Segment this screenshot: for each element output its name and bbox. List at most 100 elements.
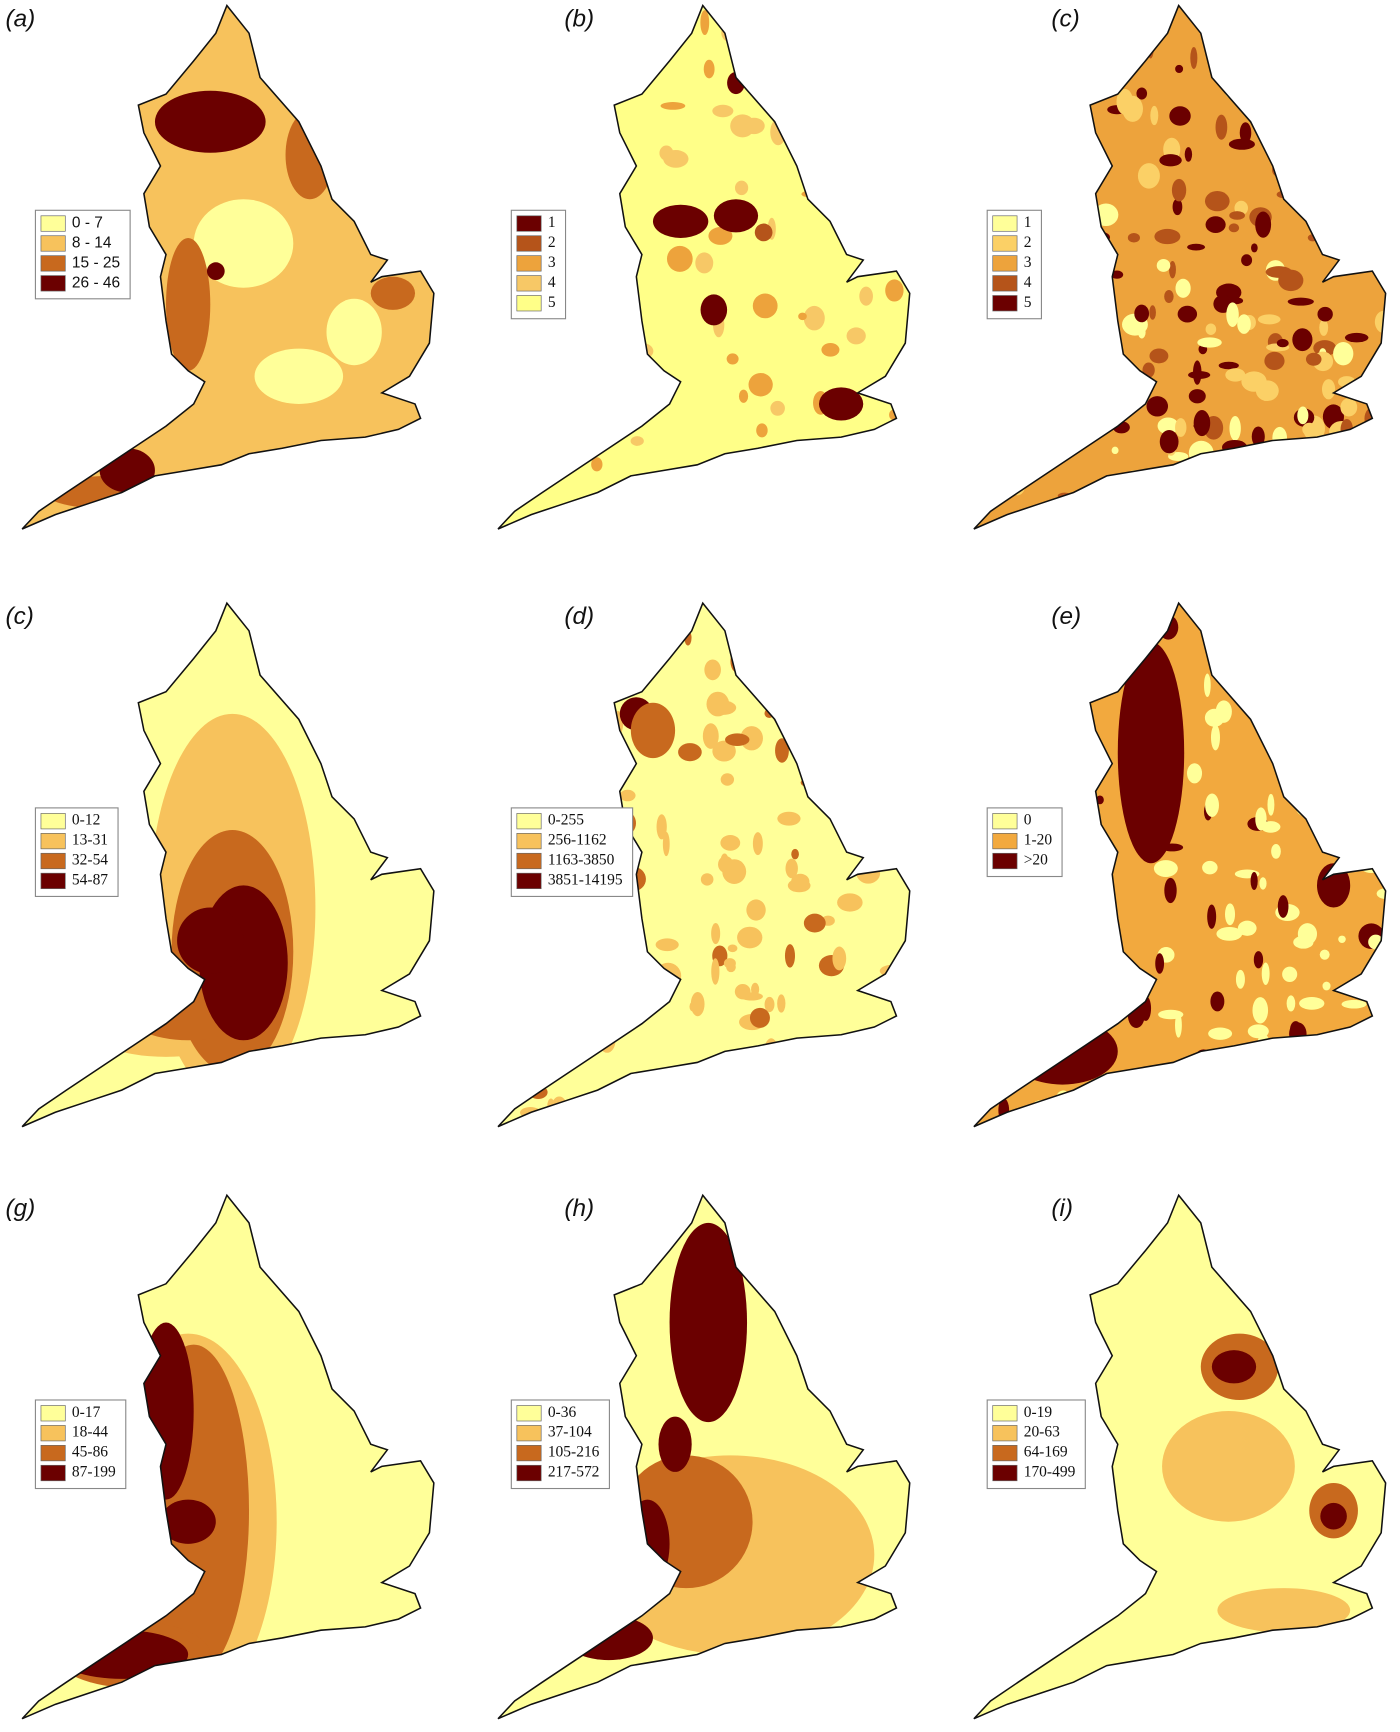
region	[1319, 949, 1330, 960]
region	[894, 1055, 910, 1075]
region	[713, 199, 759, 233]
region	[1062, 762, 1083, 788]
region	[538, 678, 549, 689]
legend-label: 2	[548, 234, 556, 251]
region	[1235, 969, 1245, 989]
region	[1360, 420, 1386, 445]
region	[752, 684, 774, 693]
region	[1373, 636, 1386, 660]
region	[720, 834, 741, 851]
region	[991, 966, 1000, 980]
region	[897, 510, 910, 530]
legend-swatch	[40, 1445, 66, 1462]
region	[1210, 1097, 1223, 1123]
region	[1237, 314, 1251, 334]
region	[1340, 852, 1352, 864]
legend-swatch	[40, 275, 66, 292]
region	[1216, 926, 1243, 941]
region	[1364, 39, 1375, 48]
region	[1312, 22, 1324, 33]
region	[1039, 768, 1054, 782]
region	[622, 658, 631, 665]
region	[630, 436, 644, 446]
map-panel: (c) 0-12 13-31 32-54 54-87	[6, 602, 435, 1128]
region	[700, 873, 714, 886]
region	[1365, 154, 1373, 176]
region	[1342, 151, 1356, 178]
region	[574, 1042, 590, 1063]
region	[1187, 1078, 1213, 1105]
region	[1025, 168, 1033, 180]
region	[905, 967, 910, 986]
region	[1134, 304, 1150, 323]
legend-swatch	[992, 295, 1018, 312]
region	[1000, 926, 1019, 945]
legend-swatch	[516, 255, 542, 272]
region	[887, 614, 910, 623]
region	[973, 622, 987, 649]
region	[1244, 495, 1253, 506]
region	[504, 636, 525, 652]
region	[1076, 262, 1094, 272]
region	[1322, 981, 1331, 991]
region	[720, 773, 735, 786]
region	[1072, 343, 1082, 365]
region	[1329, 9, 1352, 30]
region	[770, 400, 785, 416]
region	[1319, 749, 1336, 775]
region	[1212, 37, 1239, 60]
region	[803, 913, 826, 933]
legend-label: 0	[1024, 812, 1032, 829]
region	[1267, 793, 1275, 816]
region	[824, 1060, 840, 1076]
region	[1317, 53, 1329, 74]
region	[1210, 991, 1225, 1012]
region	[1302, 105, 1321, 122]
region	[1286, 995, 1296, 1012]
region	[1320, 1502, 1347, 1530]
region	[1328, 497, 1341, 509]
region	[810, 1078, 830, 1105]
region	[775, 738, 789, 763]
region	[1215, 700, 1232, 723]
legend-swatch	[40, 833, 66, 850]
region	[880, 603, 888, 615]
region	[1094, 935, 1106, 950]
region	[1018, 747, 1033, 767]
region	[1005, 659, 1022, 667]
legend-swatch	[992, 1425, 1018, 1442]
region	[1205, 793, 1219, 817]
region	[579, 973, 593, 984]
legend-label: 3	[1024, 254, 1032, 271]
map-panel: (c) 1 2 3 4 5	[973, 4, 1387, 530]
region	[710, 700, 737, 715]
region	[1255, 380, 1279, 401]
region	[760, 664, 776, 689]
region	[1177, 305, 1198, 323]
region	[740, 726, 763, 751]
region	[513, 606, 527, 616]
region	[1159, 430, 1179, 454]
legend-label: 20-63	[1024, 1424, 1060, 1441]
map-panel: (g) 0-17 18-44 45-86 87-199	[6, 1194, 435, 1720]
legend-swatch	[992, 1464, 1018, 1482]
region	[1229, 415, 1241, 441]
region	[575, 953, 595, 978]
legend-swatch	[40, 255, 66, 272]
region	[1127, 232, 1140, 243]
legend-label: 217-572	[548, 1464, 600, 1481]
region	[1193, 422, 1209, 430]
legend-swatch	[40, 215, 66, 232]
region	[1086, 625, 1108, 640]
region	[1172, 198, 1183, 216]
region	[739, 639, 762, 652]
region	[1073, 998, 1085, 1021]
region	[1253, 951, 1264, 969]
region	[1349, 431, 1374, 447]
region	[752, 639, 768, 651]
region	[662, 831, 670, 857]
region	[865, 738, 887, 752]
region	[1009, 472, 1026, 496]
region	[900, 1001, 910, 1009]
region	[1364, 405, 1386, 432]
